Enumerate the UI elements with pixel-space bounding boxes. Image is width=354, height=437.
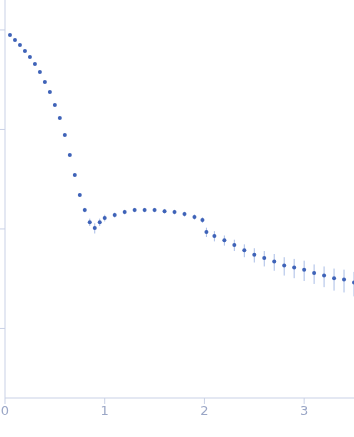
svg-text:2: 2	[200, 403, 208, 418]
svg-text:0: 0	[8, 403, 9, 418]
svg-text:3: 3	[300, 403, 308, 418]
svg-text:1: 1	[101, 403, 109, 418]
